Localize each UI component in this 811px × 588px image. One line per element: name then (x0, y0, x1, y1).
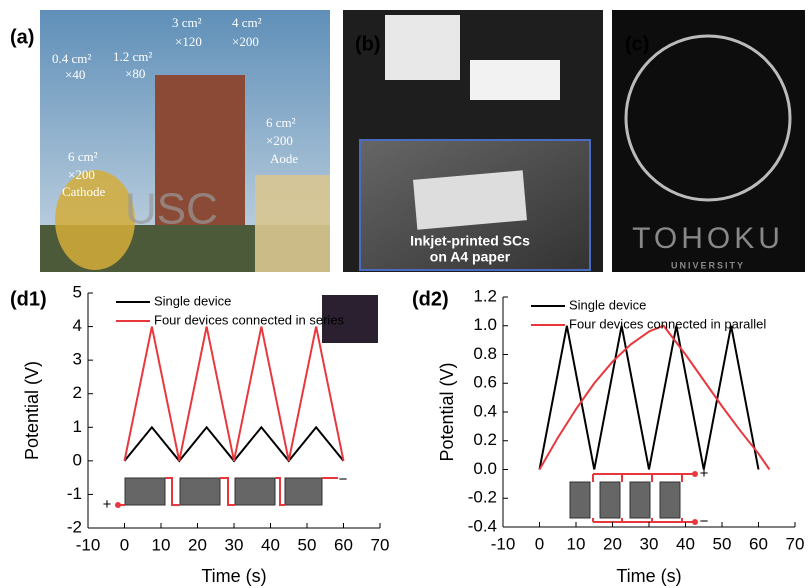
photo-text: 4 cm² (232, 15, 262, 30)
legend-label: Four devices connected in series (154, 312, 345, 327)
y-tick-label: 1.2 (473, 286, 497, 305)
photo-text: ×200 (266, 133, 293, 148)
photo-text: 0.4 cm² (52, 51, 91, 66)
x-tick-label: 10 (152, 535, 171, 554)
panel-label: (d2) (412, 288, 449, 310)
y-tick-label: 1.0 (473, 315, 497, 334)
photo-text: UNIVERSITY (671, 260, 745, 270)
annotation: + (103, 496, 112, 513)
x-axis-label: Time (s) (616, 566, 681, 586)
photo-text: Aode (270, 151, 298, 166)
panel-label: (c) (625, 33, 649, 55)
photo-text: Inkjet-printed SCs (410, 233, 530, 249)
series-line (538, 325, 760, 470)
series-line (123, 425, 345, 463)
panel-a: (a) 0.4 cm² ×40 1.2 cm² ×80 3 cm² ×120 4… (10, 10, 330, 272)
annotation: − (700, 513, 709, 530)
y-tick-label: -1 (67, 484, 82, 503)
photo-text: ×40 (65, 67, 85, 82)
panel-c: (c) TOHOKU UNIVERSITY (612, 10, 805, 272)
annotation: + (700, 465, 709, 482)
x-tick-label: 0 (120, 535, 129, 554)
x-tick-label: 20 (188, 535, 207, 554)
y-tick-label: 0.4 (473, 401, 497, 420)
photo-text: 3 cm² (172, 15, 202, 30)
photo (612, 10, 805, 272)
annotation: − (339, 471, 348, 488)
photo-text: on A4 paper (430, 249, 511, 265)
photo-text: USC (125, 185, 218, 234)
x-tick-label: 60 (749, 534, 768, 553)
x-axis-label: Time (s) (201, 566, 266, 586)
x-tick-label: 10 (567, 534, 586, 553)
y-tick-label: -2 (67, 517, 82, 536)
y-tick-label: 1 (73, 417, 82, 436)
panel-b: (b) Inkjet-printed SCs on A4 paper (343, 10, 603, 272)
printer (470, 60, 560, 100)
glove (55, 170, 135, 270)
inset (255, 175, 330, 272)
series-line (538, 324, 771, 471)
photo-text: ×200 (68, 167, 95, 182)
circuit-parallel (569, 471, 698, 525)
photo-text: Cathode (62, 184, 106, 199)
y-tick-label: 0.6 (473, 373, 497, 392)
legend-label: Four devices connected in parallel (569, 316, 766, 331)
y-tick-label: 0.0 (473, 459, 497, 478)
y-tick-label: 3 (73, 350, 82, 369)
emblem (624, 34, 792, 202)
y-tick-label: -0.2 (468, 488, 497, 507)
x-tick-label: 20 (603, 534, 622, 553)
legend-label: Single device (569, 297, 646, 312)
x-tick-label: 40 (676, 534, 695, 553)
photo-text: TOHOKU (632, 222, 784, 255)
x-tick-label: 70 (786, 534, 805, 553)
photo-text: 6 cm² (68, 149, 98, 164)
legend-label: Single device (154, 293, 231, 308)
x-tick-label: 40 (261, 535, 280, 554)
x-tick-label: 60 (334, 535, 353, 554)
y-tick-label: 4 (73, 316, 82, 335)
x-tick-label: 50 (298, 535, 317, 554)
photo-text: ×80 (125, 66, 145, 81)
y-axis-label: Potential (V) (22, 361, 42, 460)
x-tick-label: 0 (535, 534, 544, 553)
panel-label: (b) (355, 33, 381, 55)
y-axis-label: Potential (V) (437, 362, 457, 461)
y-tick-label: 0 (73, 450, 82, 469)
x-tick-label: -10 (491, 534, 516, 553)
photo-text: 1.2 cm² (113, 49, 152, 64)
y-tick-label: 2 (73, 383, 82, 402)
y-tick-label: 5 (73, 282, 82, 301)
series-line (123, 326, 345, 462)
photo-text: ×120 (175, 34, 202, 49)
device (413, 170, 527, 230)
panel-label: (d1) (10, 288, 47, 310)
x-tick-label: 50 (713, 534, 732, 553)
x-tick-label: 70 (371, 535, 390, 554)
x-tick-label: 30 (640, 534, 659, 553)
photo-text: ×200 (232, 34, 259, 49)
x-tick-label: 30 (225, 535, 244, 554)
panel-label: (a) (10, 26, 34, 48)
x-tick-label: -10 (76, 535, 101, 554)
screen (385, 15, 460, 80)
circuit-series (115, 477, 338, 508)
inset-photo (322, 295, 378, 343)
y-tick-label: -0.4 (468, 516, 497, 535)
photo-text: 6 cm² (266, 115, 296, 130)
y-tick-label: 0.2 (473, 430, 497, 449)
y-tick-label: 0.8 (473, 344, 497, 363)
